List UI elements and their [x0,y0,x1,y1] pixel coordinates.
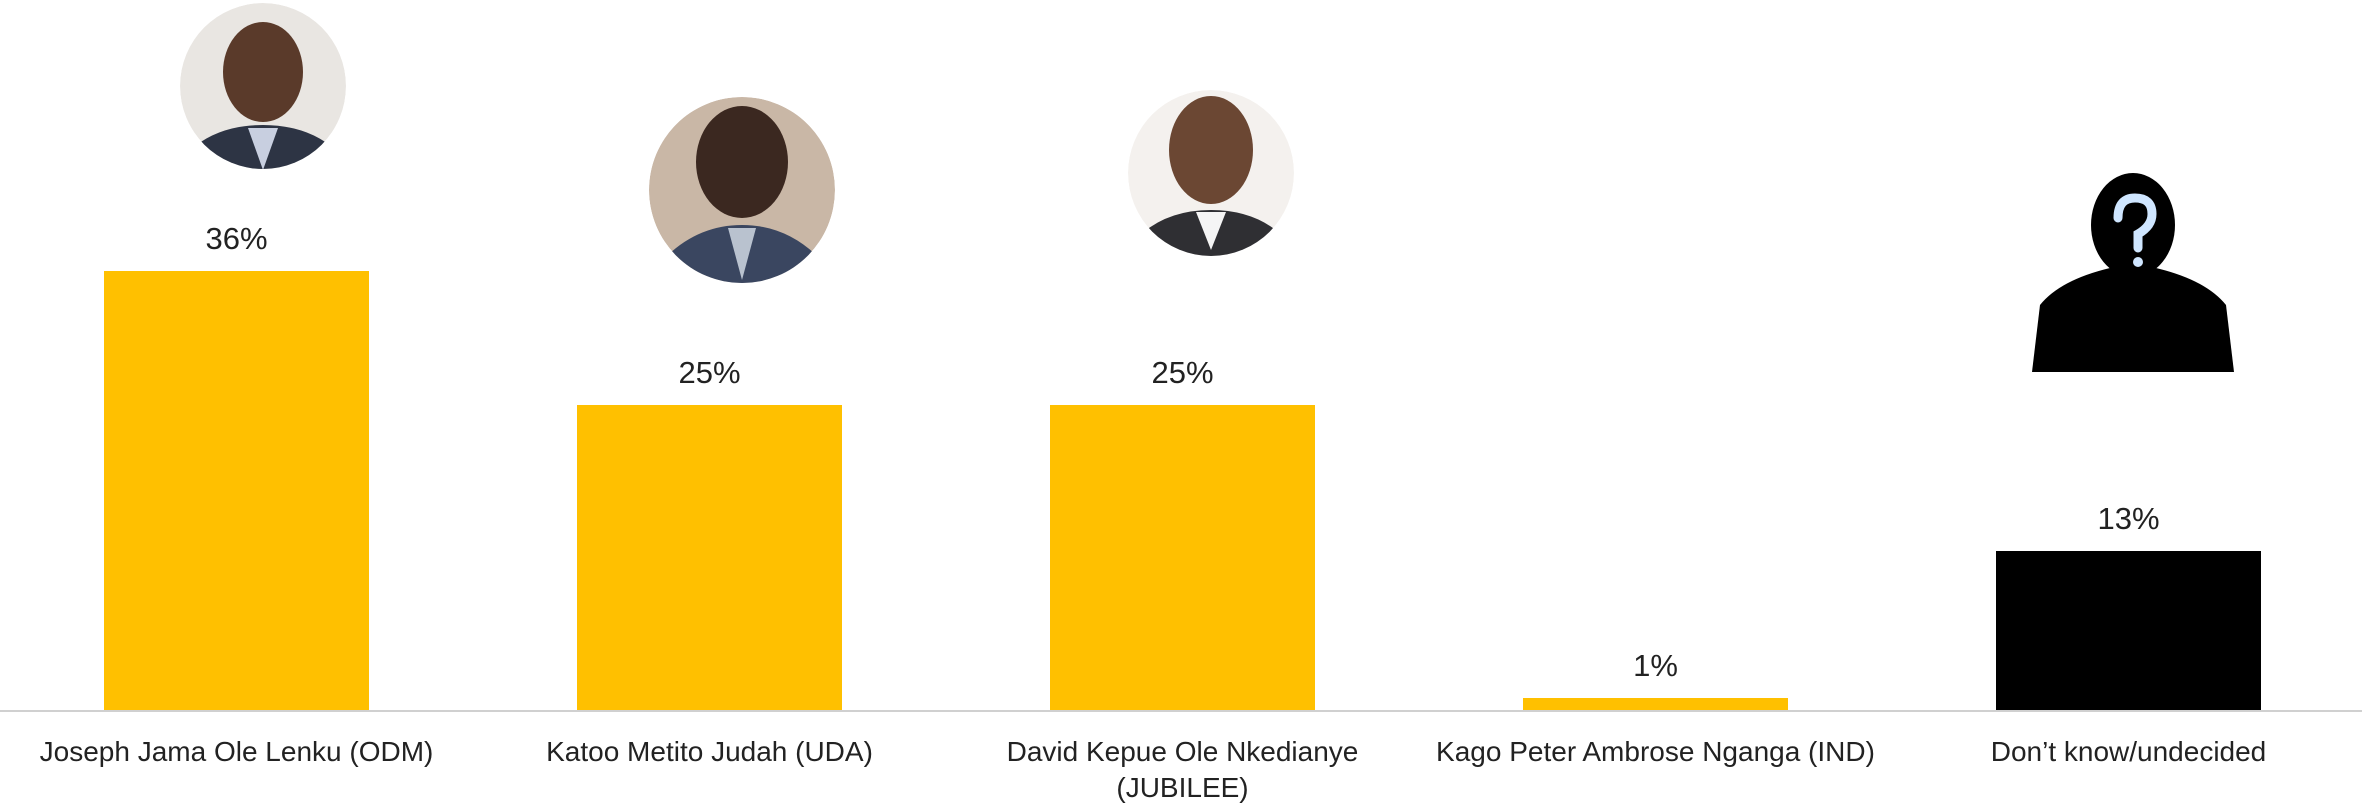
value-label: 25% [678,355,741,390]
bar [1050,405,1315,710]
baseline [0,710,2362,712]
value-label: 1% [1633,647,1678,683]
bar [1523,697,1788,710]
value-label: 13% [2097,501,2160,537]
x-tick-label: Kago Peter Ambrose Nganga (IND) [1436,736,1875,767]
bar [104,270,369,710]
x-tick-label: Joseph Jama Ole Lenku (ODM) [39,736,434,767]
bar [577,405,842,710]
candidate-photo [1128,90,1294,256]
bar [1996,551,2261,710]
value-label: 25% [1151,355,1214,390]
value-label: 36% [205,220,268,256]
x-tick-label: David Kepue Ole Nkedianye (JUBILEE) [1006,736,1359,803]
candidate-photo [180,3,346,169]
x-tick-label: Don’t know/undecided [1990,736,2267,767]
candidate-photo [649,97,835,283]
unknown-silhouette [2032,173,2234,372]
x-tick-label: Katoo Metito Judah (UDA) [546,736,873,767]
